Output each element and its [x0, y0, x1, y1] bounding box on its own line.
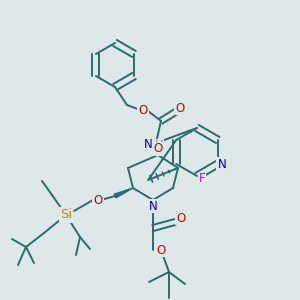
Text: N: N	[218, 158, 226, 170]
Text: O: O	[156, 244, 166, 256]
Text: O: O	[176, 101, 184, 115]
Text: O: O	[176, 212, 186, 224]
Text: Si: Si	[60, 208, 72, 221]
Text: N: N	[148, 200, 158, 212]
Text: O: O	[138, 104, 148, 118]
Text: N: N	[144, 139, 152, 152]
Text: O: O	[93, 194, 103, 206]
Text: F: F	[199, 172, 205, 185]
Polygon shape	[114, 188, 133, 198]
Text: O: O	[153, 142, 163, 155]
Text: H: H	[155, 140, 163, 150]
